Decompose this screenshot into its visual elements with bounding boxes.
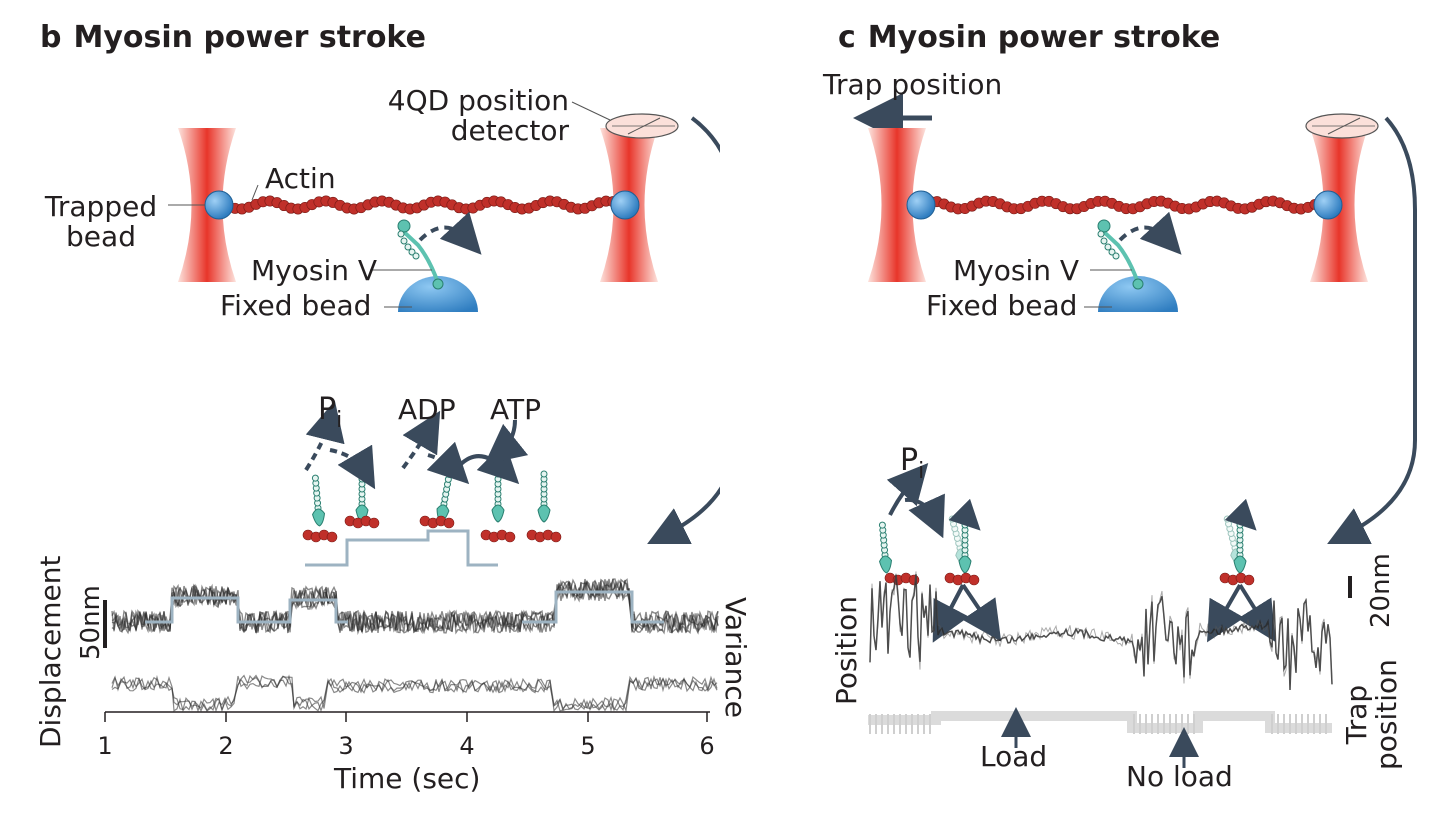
actin-monomer — [968, 574, 980, 586]
trace-line — [869, 574, 1333, 691]
myosin-head-icon — [355, 470, 369, 523]
x-tick-label: 6 — [699, 732, 715, 760]
fixed-bead-label: Fixed bead — [220, 289, 372, 322]
actin-label: Actin — [265, 162, 336, 195]
fixed-bead — [398, 276, 478, 312]
no-load-label: No load — [1126, 760, 1233, 793]
pi-label: Pi — [318, 392, 343, 434]
scale-label-c: 20nm — [1366, 553, 1396, 628]
actin-monomer — [443, 517, 455, 529]
actin-filament — [924, 195, 1321, 215]
kinetic-cycle-icons — [302, 470, 562, 543]
fixed-bead — [1098, 276, 1178, 312]
position-label: Position — [830, 595, 863, 705]
actin-monomer — [504, 531, 516, 543]
myosin-head-icon — [878, 521, 893, 574]
panel-c-title-text: Myosin power stroke — [867, 20, 1221, 55]
x-tick-label: 2 — [218, 732, 234, 760]
myosin-motor-c — [1097, 219, 1144, 290]
power-stroke-arrow — [418, 211, 482, 255]
myosin-head-icon — [1233, 521, 1247, 574]
trap-position-axis-label: Trap position — [1340, 659, 1403, 770]
panel-c-title: c Myosin power stroke — [838, 20, 1220, 55]
y-axis-label-b: Displacement — [34, 555, 67, 749]
myosin-label: Myosin V — [251, 254, 378, 287]
trapped-bead-left — [906, 190, 936, 220]
actin-monomer — [908, 574, 920, 586]
position-trace — [869, 571, 1333, 691]
panel-c: c Myosin power stroke — [720, 0, 1448, 820]
flow-arrow-c — [1327, 116, 1417, 544]
panel-b-title: b Myosin power stroke — [40, 20, 426, 55]
trace-line — [111, 675, 718, 713]
actin-monomer — [326, 531, 338, 543]
panel-c-letter: c — [838, 20, 856, 55]
atp-binding-arrow — [458, 441, 520, 485]
myosin-head-icon — [311, 474, 326, 527]
step-schematic — [305, 529, 498, 567]
actin-monomer — [368, 517, 380, 529]
x-tick-label: 5 — [580, 732, 596, 760]
panel-c-illustration — [853, 93, 1417, 768]
trace-line — [111, 674, 718, 713]
trapped-bead-left — [204, 190, 234, 220]
myosin-label: Myosin V — [953, 254, 1080, 287]
trap-line — [868, 711, 1332, 733]
pi-label: Pi — [900, 443, 925, 485]
displacement-trace — [111, 578, 719, 636]
panel-b-title-text: Myosin power stroke — [73, 20, 426, 55]
panel-b: b Myosin power stroke — [0, 0, 752, 820]
trap-position-top-label: Trap position — [823, 68, 1003, 101]
myosin-head-icon — [491, 470, 505, 523]
adp-label: ADP — [398, 393, 456, 426]
scale-label-b: 50nm — [76, 585, 106, 660]
panel-b-illustration — [103, 101, 720, 722]
detector-label: 4QD position detector — [387, 84, 569, 147]
trapped-bead-right — [610, 190, 640, 220]
flow-arrow-b — [647, 116, 720, 544]
fixed-bead-label: Fixed bead — [926, 289, 1078, 322]
laser-beam-left — [868, 128, 926, 282]
fit-line — [145, 590, 664, 624]
panel-b-letter: b — [40, 20, 62, 55]
x-tick-label: 4 — [459, 732, 475, 760]
atp-label: ATP — [490, 393, 541, 426]
actin-monomer — [550, 531, 562, 543]
pi-release-arrow — [304, 400, 345, 472]
trapped-bead-label: Trapped bead — [44, 190, 158, 253]
x-tick-label: 1 — [97, 732, 113, 760]
trapped-bead-right — [1313, 190, 1343, 220]
myosin-motor-b — [397, 219, 444, 290]
adp-release-arrow — [401, 410, 441, 470]
release-arrows-1 — [940, 583, 990, 625]
release-arrows-2 — [1207, 584, 1245, 643]
power-stroke-arrow — [1118, 211, 1182, 255]
x-axis-label-b: Time (sec) — [334, 762, 481, 795]
actin-filament — [222, 195, 619, 215]
pi-release-arrow — [886, 463, 929, 516]
myosin-head-icon — [537, 470, 551, 523]
x-tick-label: 3 — [338, 732, 354, 760]
variance-trace — [111, 674, 718, 713]
actin-monomer — [1243, 574, 1255, 586]
myosin-head-icon — [436, 470, 453, 523]
kinetic-cycle-icons — [878, 515, 1255, 586]
trap-position-trace — [868, 711, 1332, 734]
load-label: Load — [980, 740, 1048, 773]
trace-line — [869, 571, 1333, 684]
